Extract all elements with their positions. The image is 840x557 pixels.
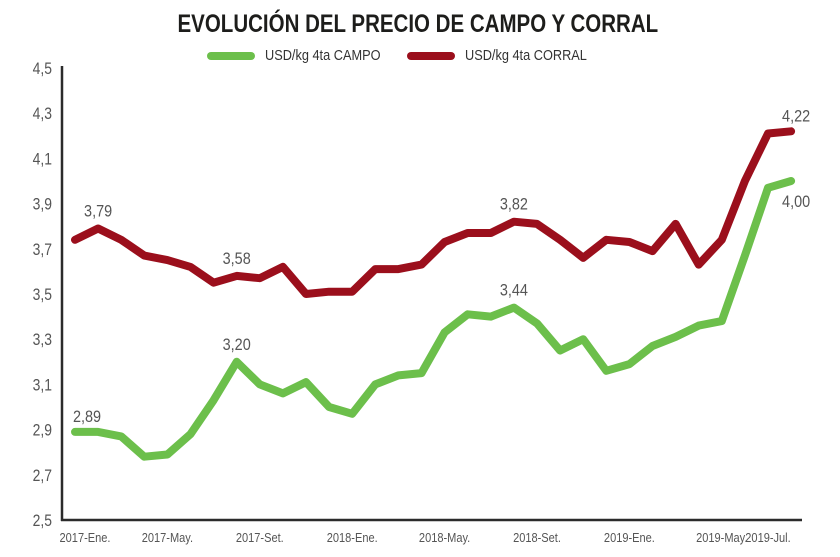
x-tick-label: 2017-May. [142,530,193,545]
y-tick-label: 3,5 [33,286,52,305]
y-tick-label: 2,5 [33,512,52,531]
legend: USD/kg 4ta CAMPO USD/kg 4ta CORRAL [0,47,840,71]
x-tick-label: 2017-Ene. [60,530,111,545]
y-tick-label: 3,7 [33,241,52,260]
series-line-campo [71,177,796,461]
series-lines [71,127,796,461]
data-label: 3,79 [84,202,112,220]
y-tick-label: 2,9 [33,421,52,440]
y-tick-label: 4,5 [33,60,52,79]
legend-item-campo: USD/kg 4ta CAMPO [207,47,401,64]
legend-swatch-corral [407,51,455,60]
x-tick-label: 2018-May. [419,530,470,545]
data-label: 3,20 [223,336,251,354]
y-tick-label: 3,3 [33,331,52,350]
data-labels: 2,89 3,20 3,44 4,00 3,79 3,58 3,82 4,22 [73,107,810,426]
data-label: 3,82 [500,196,528,214]
x-axis-ticks: 2017-Ene. 2017-May. 2017-Set. 2018-Ene. 2018… [60,530,791,545]
data-label: 2,89 [73,408,101,426]
chart-title: EVOLUCIÓN DEL PRECIO DE CAMPO Y CORRAL [177,10,659,38]
x-tick-label: 2019-Ene. [604,530,655,545]
y-tick-label: 2,7 [33,467,52,486]
data-label: 3,58 [223,250,251,268]
legend-label-campo: USD/kg 4ta CAMPO [265,47,381,64]
legend-item-corral: USD/kg 4ta CORRAL [407,47,608,64]
series-line-corral [71,127,796,298]
x-tick-label: 2019-Jul. [745,530,790,545]
x-tick-label: 2019-May. [696,530,747,545]
x-tick-label: 2017-Set. [236,530,284,545]
y-tick-label: 4,3 [33,105,52,124]
x-tick-label: 2018-Ene. [327,530,378,545]
data-label: 3,44 [500,282,528,300]
x-tick-label: 2018-Set. [513,530,561,545]
y-tick-label: 3,9 [33,195,52,214]
y-tick-label: 3,1 [33,376,52,395]
data-label: 4,22 [782,107,810,125]
y-tick-label: 4,1 [33,150,52,169]
y-axis-ticks: 4,5 4,3 4,1 3,9 3,7 3,5 3,3 3,1 2,9 2,7 2,5 [33,60,52,531]
legend-swatch-campo [207,51,255,60]
legend-label-corral: USD/kg 4ta CORRAL [465,47,587,64]
data-label: 4,00 [782,193,810,211]
